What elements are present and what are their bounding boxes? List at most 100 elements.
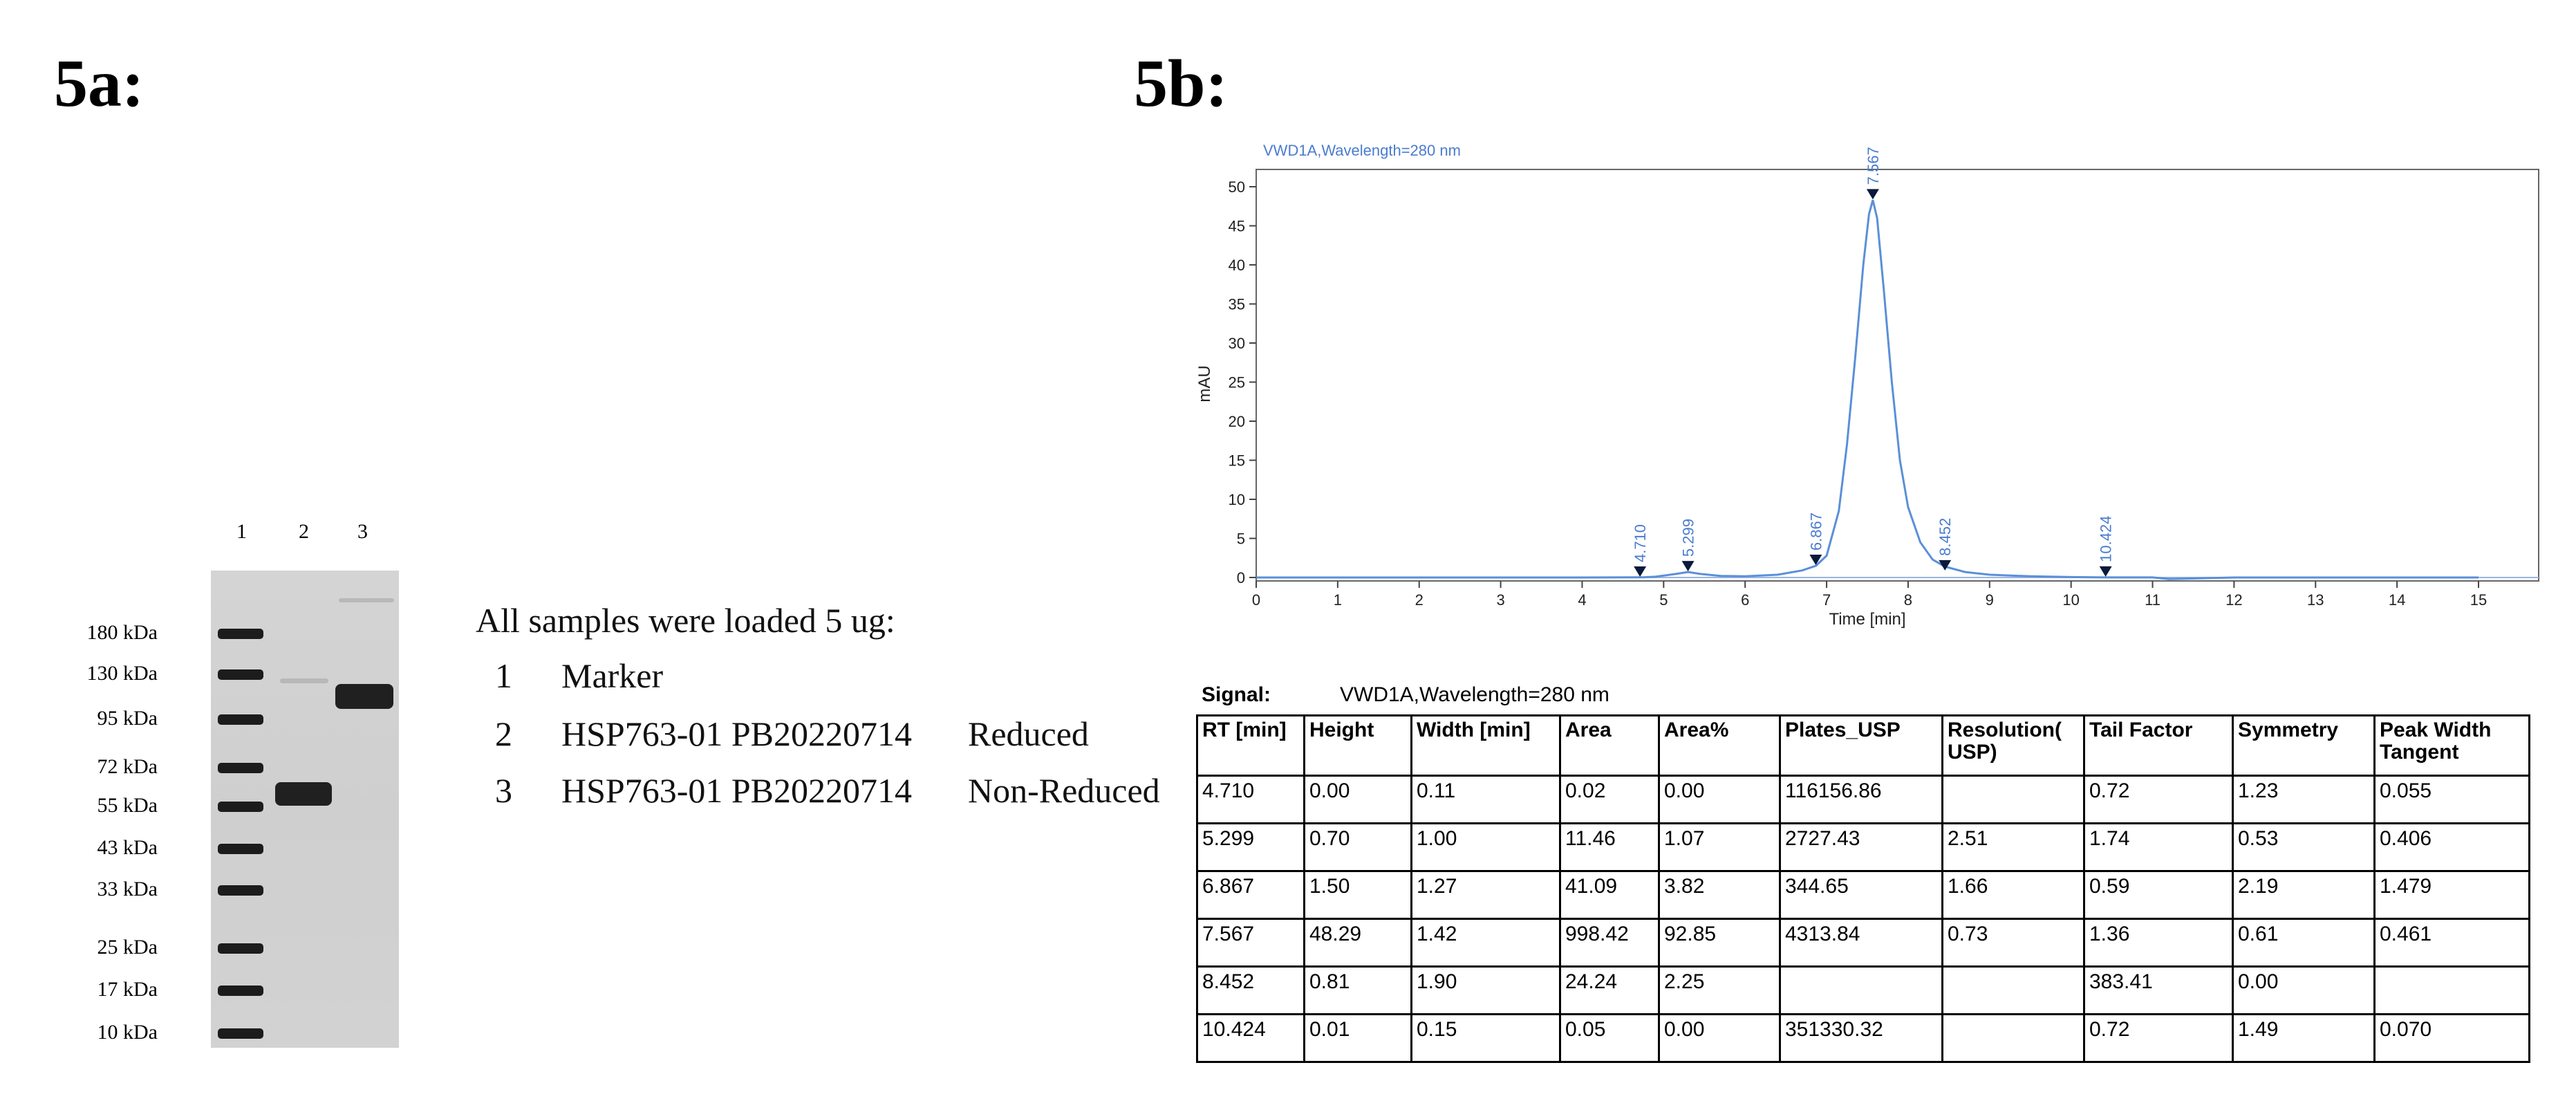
table-cell: 2727.43 xyxy=(1779,822,1943,872)
table-cell: 2.51 xyxy=(1941,822,2085,872)
table-cell: 0.01 xyxy=(1303,1013,1412,1063)
table-row: 5.299 0.70 1.00 11.46 1.07 2727.43 2.51 1.74 0.5… xyxy=(1196,822,2530,872)
table-cell: 4.710 xyxy=(1196,775,1305,824)
marker-label-25: 25 kDa xyxy=(97,936,158,959)
chart-title: VWD1A,Wavelength=280 nm xyxy=(1263,142,1461,159)
x-tick-label: 3 xyxy=(1496,591,1504,609)
table-cell: 0.81 xyxy=(1303,965,1412,1015)
peak-marker xyxy=(1866,189,1879,200)
legend-num-2: 2 xyxy=(495,714,512,753)
peak-markers: 4.710 5.299 6.867 7.567 8.452 10.424 xyxy=(1632,147,2115,577)
col-header: Area% xyxy=(1658,714,1781,777)
table-cell: 1.90 xyxy=(1410,965,1561,1015)
peak-label: 5.299 xyxy=(1680,519,1697,557)
table-cell: 4313.84 xyxy=(1779,918,1943,968)
table-cell: 0.00 xyxy=(2232,965,2376,1015)
table-row: 8.452 0.81 1.90 24.24 2.25 383.41 0.00 xyxy=(1196,965,2530,1015)
x-tick-label: 11 xyxy=(2145,591,2160,609)
table-cell: 344.65 xyxy=(1779,870,1943,920)
peak-marker xyxy=(1939,559,1952,571)
y-tick-label: 40 xyxy=(1229,257,1245,274)
col-header: Area xyxy=(1559,714,1660,777)
y-tick-label: 0 xyxy=(1237,569,1245,586)
x-tick-label: 12 xyxy=(2225,591,2242,609)
table-cell: 0.461 xyxy=(2373,918,2530,968)
x-tick-label: 4 xyxy=(1578,591,1586,609)
marker-band xyxy=(218,1028,263,1039)
col-header: RT [min] xyxy=(1196,714,1305,777)
table-cell: 1.00 xyxy=(1410,822,1561,872)
table-cell: 24.24 xyxy=(1559,965,1660,1015)
table-cell: 998.42 xyxy=(1559,918,1660,968)
marker-label-17: 17 kDa xyxy=(97,978,158,1001)
peak-label: 6.867 xyxy=(1807,512,1824,551)
marker-band xyxy=(218,802,263,812)
table-cell: 1.36 xyxy=(2083,918,2234,968)
table-row: 10.424 0.01 0.15 0.05 0.00 351330.32 0.72 1.49 0… xyxy=(1196,1013,2530,1063)
table-cell: 0.53 xyxy=(2232,822,2376,872)
table-row: 6.867 1.50 1.27 41.09 3.82 344.65 1.66 0.59 2.19… xyxy=(1196,870,2530,920)
table-cell: 1.27 xyxy=(1410,870,1561,920)
y-tick-label: 10 xyxy=(1229,491,1245,508)
table-row: 7.567 48.29 1.42 998.42 92.85 4313.84 0.73 1.36… xyxy=(1196,918,2530,968)
lane-3-nonreduced-band xyxy=(335,684,393,709)
peak-table: RT [min] Height Width [min] Area Area% P… xyxy=(1196,714,2530,1063)
table-cell: 92.85 xyxy=(1658,918,1781,968)
table-cell: 0.00 xyxy=(1303,775,1412,824)
table-cell: 2.19 xyxy=(2232,870,2376,920)
x-tick-label: 15 xyxy=(2470,591,2487,609)
legend-condition-2: Reduced xyxy=(968,714,1089,753)
lane-3-faint-band xyxy=(339,598,394,602)
table-cell: 1.07 xyxy=(1658,822,1781,872)
peak-marker xyxy=(1634,566,1647,577)
marker-band xyxy=(218,986,263,996)
peak-marker xyxy=(1681,561,1695,572)
x-tick-label: 2 xyxy=(1415,591,1424,609)
y-tick-label: 25 xyxy=(1229,374,1245,391)
y-tick-label: 45 xyxy=(1229,218,1245,235)
table-cell xyxy=(2373,965,2530,1015)
y-tick-label: 30 xyxy=(1229,335,1245,352)
marker-label-10: 10 kDa xyxy=(97,1021,158,1044)
table-cell: 2.25 xyxy=(1658,965,1781,1015)
table-cell: 1.49 xyxy=(2232,1013,2376,1063)
y-axis-label: mAU xyxy=(1195,365,1214,402)
table-cell: 1.74 xyxy=(2083,822,2234,872)
table-cell: 116156.86 xyxy=(1779,775,1943,824)
marker-band xyxy=(218,714,263,725)
table-cell: 0.00 xyxy=(1658,1013,1781,1063)
peak-label: 4.710 xyxy=(1632,524,1649,562)
legend-sample-2: HSP763-01 PB20220714 xyxy=(561,714,913,753)
table-cell: 0.02 xyxy=(1559,775,1660,824)
legend-sample-1: Marker xyxy=(561,656,664,695)
table-cell: 6.867 xyxy=(1196,870,1305,920)
table-cell xyxy=(1941,965,2085,1015)
table-cell: 0.72 xyxy=(2083,1013,2234,1063)
marker-band xyxy=(218,844,263,854)
table-cell: 3.82 xyxy=(1658,870,1781,920)
x-tick-label: 5 xyxy=(1659,591,1668,609)
x-tick-label: 9 xyxy=(1986,591,1994,609)
legend-num-1: 1 xyxy=(495,656,512,695)
legend-num-3: 3 xyxy=(495,771,512,810)
marker-label-72: 72 kDa xyxy=(97,755,158,778)
table-cell: 41.09 xyxy=(1559,870,1660,920)
marker-label-180: 180 kDa xyxy=(86,621,158,644)
chart-axes: 0 1 2 3 4 5 6 7 8 9 10 11 12 13 14 15051015202530354045… xyxy=(1229,178,2539,609)
marker-label-43: 43 kDa xyxy=(97,836,158,859)
col-header: Tail Factor xyxy=(2083,714,2234,777)
signal-label: Signal: xyxy=(1202,683,1271,706)
table-cell: 351330.32 xyxy=(1779,1013,1943,1063)
lane-number-2: 2 xyxy=(299,520,309,543)
table-cell: 0.11 xyxy=(1410,775,1561,824)
table-cell: 0.00 xyxy=(1658,775,1781,824)
lane-2-faint-band xyxy=(280,678,328,683)
table-cell: 1.479 xyxy=(2373,870,2530,920)
table-cell: 0.15 xyxy=(1410,1013,1561,1063)
col-header: Width [min] xyxy=(1410,714,1561,777)
col-header: Resolution( USP) xyxy=(1941,714,2085,777)
table-cell xyxy=(1779,965,1943,1015)
lane-number-1: 1 xyxy=(236,520,247,543)
x-tick-label: 8 xyxy=(1904,591,1912,609)
chromatogram-chart: VWD1A,Wavelength=280 nm 0 1 2 3 4 5 6 7 8 9 10 11 12… xyxy=(1195,142,2539,629)
